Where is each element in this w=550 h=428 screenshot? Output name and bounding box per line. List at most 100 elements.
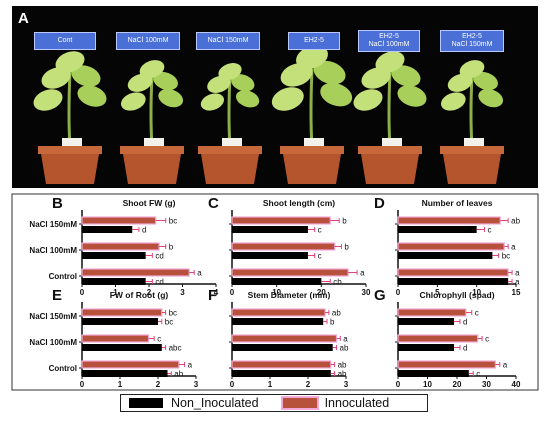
bar-non-inoculated (398, 278, 509, 285)
bar-inoculated (397, 334, 479, 343)
bar-inoculated (231, 360, 332, 369)
significance-label: c (485, 335, 489, 344)
bar-non-inoculated (82, 226, 133, 233)
bar-non-inoculated (232, 318, 324, 325)
bar-non-inoculated (82, 344, 162, 351)
x-tick-label: 15 (512, 288, 521, 297)
plant-leaf (218, 63, 242, 81)
bar-non-inoculated (232, 370, 331, 377)
significance-label: abc (169, 344, 182, 353)
plant-6 (440, 60, 504, 184)
plant-leaf (207, 75, 231, 93)
plant-leaf (231, 74, 255, 92)
significance-label: d (463, 318, 467, 327)
significance-label: a (197, 269, 202, 278)
significance-label: a (515, 278, 520, 287)
plant-pot (40, 148, 100, 184)
plant-photo-illustration (33, 45, 504, 184)
legend-label-inoculated: Innoculated (324, 396, 390, 410)
legend-swatch-non-inoculated (129, 398, 163, 408)
plant-pot (282, 148, 342, 184)
treatment-label-cont: Cont (34, 32, 96, 50)
row-label: NaCl 100mM (29, 246, 77, 255)
bar-inoculated (397, 268, 509, 277)
plant-pot-rim (120, 146, 184, 154)
plant-4 (271, 45, 353, 184)
significance-label: ab (332, 309, 341, 318)
x-tick-label: 20 (453, 380, 462, 389)
bar-non-inoculated (232, 226, 308, 233)
bar-non-inoculated (398, 318, 455, 325)
row-label: Control (49, 364, 77, 373)
plant-pot (122, 148, 182, 184)
plant-leaf (139, 60, 165, 79)
plant-leaf (320, 82, 353, 107)
x-tick-label: 0 (396, 380, 401, 389)
bar-non-inoculated (398, 344, 455, 351)
significance-label: bc (502, 252, 510, 261)
x-tick-label: 3 (194, 380, 199, 389)
panel-title: Stem Diameter (mm) (248, 290, 331, 300)
plant-5 (353, 51, 427, 184)
x-tick-label: 40 (512, 380, 521, 389)
significance-label: c (318, 252, 322, 261)
panel-letter-f: F (208, 287, 217, 304)
significance-label: a (515, 269, 520, 278)
panel-title: Shoot FW (g) (123, 198, 176, 208)
panel-title: FW of Root (g) (110, 290, 169, 300)
significance-label: c (157, 335, 161, 344)
x-tick-label: 20 (317, 288, 326, 297)
plant-leaf (296, 45, 328, 69)
plant-leaf (353, 89, 383, 111)
plant-3 (198, 63, 262, 184)
significance-label: bc (169, 217, 177, 226)
significance-label: ab (338, 361, 347, 370)
significance-label: c (476, 370, 480, 379)
plant-pot-rim (440, 146, 504, 154)
x-tick-label: 5 (435, 288, 440, 297)
bar-inoculated (81, 268, 190, 277)
bar-inoculated (81, 308, 163, 317)
x-tick-label: 0 (396, 288, 401, 297)
significance-label: cd (155, 252, 163, 261)
plant-leaf (478, 88, 504, 108)
panel-letter-g: G (374, 287, 386, 304)
treatment-label-eh2-5-nacl-150: EH2-5 NaCl 150mM (440, 30, 504, 52)
significance-label: bc (165, 318, 173, 327)
plant-leaf (397, 85, 427, 107)
x-tick-label: 10 (472, 288, 481, 297)
significance-label: ab (174, 370, 183, 379)
bar-non-inoculated (232, 344, 333, 351)
significance-label: ab (511, 217, 520, 226)
bar-non-inoculated (398, 252, 493, 259)
panel-letter-b: B (52, 195, 63, 212)
significance-label: b (344, 243, 349, 252)
row-label: NaCl 150mM (29, 220, 77, 229)
panel-letter-e: E (52, 287, 62, 304)
legend-label-non-inoculated: Non_Inoculated (171, 396, 259, 410)
bar-inoculated (231, 242, 336, 251)
bar-inoculated (81, 242, 160, 251)
plant-leaf (375, 51, 405, 73)
plant-leaf (391, 65, 421, 87)
plant-leaf (55, 51, 85, 73)
plant-leaf (120, 92, 146, 111)
plant-1 (33, 51, 107, 184)
significance-label: c (488, 226, 492, 235)
panel-letter-a: A (18, 10, 29, 27)
significance-label: cb (333, 278, 342, 287)
x-tick-label: 2 (156, 380, 161, 389)
significance-label: a (188, 361, 193, 370)
significance-label: cd (155, 278, 163, 287)
row-label: NaCl 100mM (29, 338, 77, 347)
legend-item-non-inoculated: Non_Inoculated (129, 396, 259, 410)
bar-inoculated (397, 216, 501, 225)
significance-label: c (475, 309, 479, 318)
significance-label: b (342, 217, 347, 226)
bar-non-inoculated (82, 278, 146, 285)
x-tick-label: 0 (80, 380, 85, 389)
x-tick-label: 1 (118, 380, 123, 389)
plant-leaf (313, 60, 346, 85)
